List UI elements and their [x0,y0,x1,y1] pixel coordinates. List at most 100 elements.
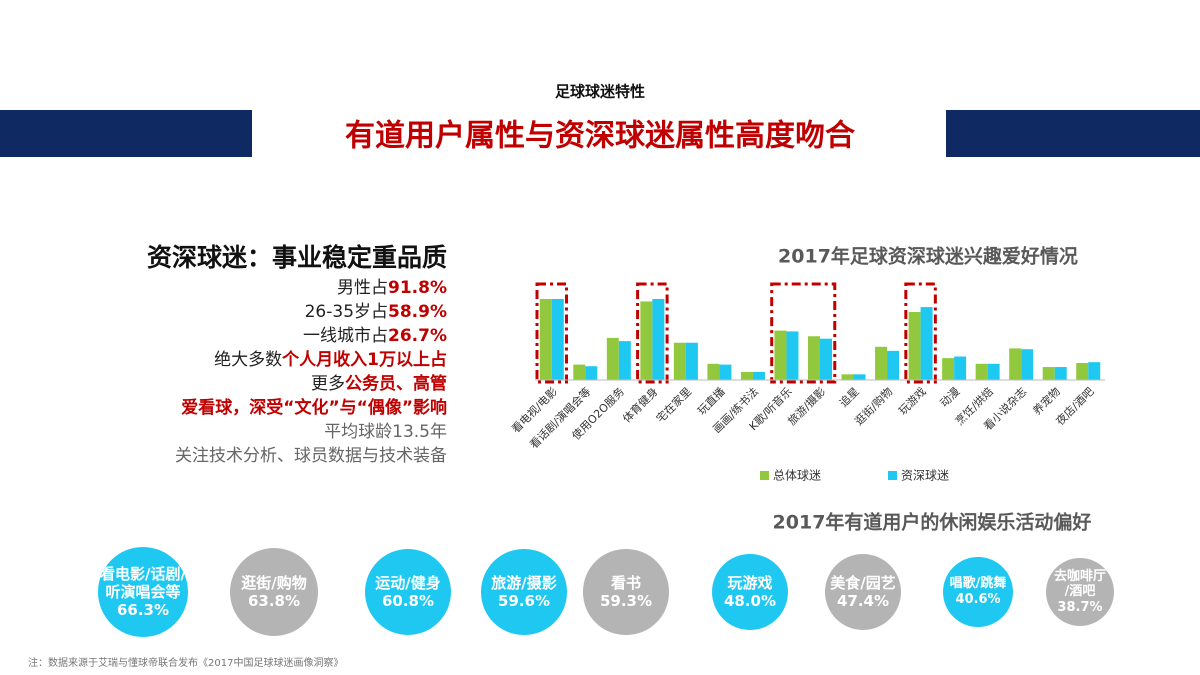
footnote: 注：数据来源于艾瑞与懂球帝联合发布《2017中国足球球迷画像洞察》 [28,656,343,669]
bar [987,363,1000,380]
bar [887,350,900,380]
bubble-label: 唱歌/跳舞 [949,576,1007,592]
bubble-value: 38.7% [1057,599,1103,615]
bar [1076,362,1089,380]
profile-text: 关注技术分析、球员数据与技术装备 [175,446,447,466]
chart-title: 2017年足球资深球迷兴趣爱好情况 [778,245,1078,268]
bar [606,337,619,380]
bar [1009,348,1022,380]
bubble: 美食/园艺 47.4% [824,553,902,631]
profile-line: 一线城市占26.7% [147,324,447,348]
profile-highlight: 公务员、高管 [345,374,447,394]
bubble: 唱歌/跳舞 40.6% [942,556,1014,628]
x-tick-label: 动漫 [937,384,962,409]
bubble-label: 美食/园艺 [830,573,896,592]
profile-text: 男性占 [337,278,389,298]
bubble-label: 运动/健身 [375,573,441,592]
profile-text: 一线城市占 [303,326,389,346]
x-tick-label: 追星 [836,384,861,409]
bubble: 玩游戏 48.0% [711,553,789,631]
highlight-box [535,282,569,384]
bar [841,374,854,380]
bubble-value: 63.8% [247,591,300,610]
chart-title: 2017年有道用户的休闲娱乐活动偏好 [773,511,1092,534]
bar [551,299,564,380]
bubble-value: 40.6% [955,591,1001,607]
bar [820,338,832,380]
bubble-label: 逛街/购物 [241,573,307,592]
x-tick-label: 养宠物 [1030,384,1063,417]
header-bar [946,110,1200,157]
bar [920,307,933,380]
profile-text: 更多 [311,374,345,394]
x-tick-label: 看话剧/演唱会等 [527,384,594,451]
bar [975,363,988,380]
bar [774,330,787,380]
bar [539,299,552,380]
bar [640,301,653,380]
bar [707,363,720,380]
profile-line: 爱看球，深受“文化”与“偶像”影响 [147,396,447,420]
bar [875,346,888,380]
kicker: 足球球迷特性 [555,83,645,101]
x-tick-label: 玩直播 [694,384,727,417]
legend-label: 总体球迷 [773,469,821,483]
legend-label: 资深球迷 [901,469,949,483]
bubble: 去咖啡厅 /酒吧 38.7% [1045,557,1115,627]
bar [673,342,686,380]
bar [618,341,631,380]
bubble-label: 去咖啡厅 /酒吧 [1053,568,1106,600]
bubble-value: 60.8% [381,591,435,610]
bubble-value: 48.0% [723,591,777,610]
profile-line: 绝大多数个人月收入1万以上占 [147,348,447,372]
bubble-label: 看电影/话剧/ 听演唱会等 [100,565,186,601]
bubble-value: 59.3% [599,591,653,610]
profile-highlight: 26.7% [388,326,447,346]
bar [908,311,921,380]
profile: 资深球迷：事业稳定重品质 男性占91.8% 26-35岁占58.9% 一线城市占26… [147,240,447,468]
profile-text: 平均球龄13.5年 [324,422,447,442]
bar [719,364,732,380]
bar [685,342,698,380]
highlight-box [770,282,837,384]
header-bar [0,110,252,157]
profile-title: 资深球迷：事业稳定重品质 [146,243,447,272]
bubble: 旅游/摄影 59.6% [481,549,567,635]
bar [740,371,753,380]
bar [585,366,598,380]
profile-line: 平均球龄13.5年 [147,420,447,444]
bar [942,358,955,380]
page-title: 有道用户属性与资深球迷属性高度吻合 [345,119,855,154]
profile-line: 关注技术分析、球员数据与技术装备 [147,444,447,468]
x-tick-label: 体育健身 [620,384,661,425]
bubble: 逛街/购物 63.8% [229,547,319,637]
profile-line: 更多公务员、高管 [147,372,447,396]
profile-text: 26-35岁占 [304,302,389,322]
profile-highlight: 58.9% [388,302,447,322]
x-tick-label: 玩游戏 [896,385,929,418]
x-tick-label: 宅在家里 [653,384,694,425]
bubble-value: 59.6% [497,591,551,610]
bubble-label: 玩游戏 [727,573,773,592]
legend-swatch [760,471,769,480]
bubble-label: 旅游/摄影 [491,573,557,592]
profile-line: 26-35岁占58.9% [147,300,447,324]
legend-swatch [888,471,897,480]
bubble-label: 看书 [610,573,641,592]
profile-text: 绝大多数 [214,350,283,370]
highlight-box [904,282,937,384]
bar [808,336,820,380]
profile-highlight: 个人月收入1万以上占 [282,350,447,370]
highlight-box [636,282,669,384]
profile-line: 男性占91.8% [147,276,447,300]
bar [1042,367,1055,380]
bar [752,371,765,380]
bubble-value: 47.4% [836,591,889,610]
bubble-value: 66.3% [116,601,170,619]
bar [786,331,799,380]
bubble: 看电影/话剧/ 听演唱会等 66.3% [98,547,188,637]
bar [954,356,967,380]
bar [573,364,586,380]
